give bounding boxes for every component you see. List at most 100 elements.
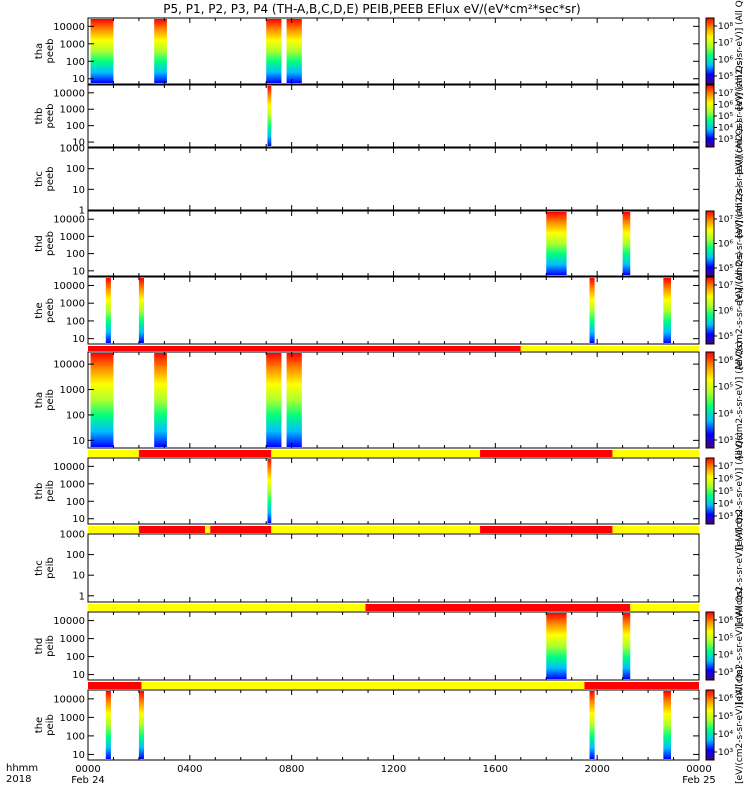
colorbar-tick-label: 10⁵: [718, 112, 733, 122]
panel-ylabel: peeb: [45, 104, 56, 129]
y-tick-label: 100: [66, 410, 85, 421]
mode-bar-segment: [138, 526, 206, 533]
mode-bar-segment: [612, 526, 699, 533]
data-interval: [589, 278, 595, 343]
panel-tha-peeb: 10 100 1000 10000 tha peeb 10⁵ 10⁶ 10⁷ 10⁸ [eV/(cm…: [34, 0, 745, 110]
mode-bar-segment: [141, 682, 585, 689]
y-tick-label: 100: [66, 316, 85, 327]
y-tick-label: 10: [72, 334, 85, 345]
panel-thc-peeb: 1 10 100 1000 thc peeb [eV/(cm2-s-sr-eV)] (All…: [34, 120, 745, 238]
mode-bar-segment: [88, 682, 142, 689]
colorbar-tick-label: 10⁷: [718, 215, 733, 225]
colorbar-tick-label: 10⁵: [718, 332, 733, 342]
panel-ylabel: peib: [45, 557, 56, 579]
data-interval: [105, 691, 111, 759]
mode-bar-segment: [88, 450, 139, 457]
y-tick-label: 1000: [60, 385, 85, 396]
mode-bar-segment: [210, 526, 272, 533]
x-tick-sublabel: Feb 24: [71, 775, 105, 786]
colorbar-tick-label: 10⁷: [718, 462, 733, 472]
panel-frame: [87, 210, 700, 277]
mode-bar-segment: [480, 526, 613, 533]
y-tick-label: 10: [72, 185, 85, 196]
colorbar-unit-label: [eV/(cm2-s-sr-eV)] (All Qs): [735, 57, 745, 175]
colorbar: [705, 457, 715, 525]
panel-frame: [87, 457, 700, 525]
panel-ylabel: peeb: [45, 167, 56, 192]
colorbar-tick-label: 10⁶: [718, 475, 733, 485]
panel-ylabel: peeb: [45, 231, 56, 256]
y-tick-label: 1000: [60, 232, 85, 243]
colorbar-tick-label: 10⁷: [718, 89, 733, 99]
colorbar-tick-label: 10³: [718, 436, 733, 446]
mode-bar-3: [88, 526, 699, 533]
y-tick-label: 1000: [60, 634, 85, 645]
colorbar-unit-label: [eV/(cm2-s-sr-eV)] (All Qs): [735, 432, 745, 550]
panel-ylabel: the: [34, 302, 45, 318]
colorbar-tick-label: 10⁴: [718, 730, 733, 740]
mode-bar-segment: [480, 450, 613, 457]
panel-ylabel: thc: [34, 560, 45, 576]
colorbar-unit-label: [eV/(cm2-s-sr-eV)] (All Qs): [735, 0, 745, 110]
colorbar-tick-label: 10⁵: [718, 633, 733, 643]
colorbar-tick-label: 10⁴: [718, 409, 733, 419]
y-tick-label: 1: [79, 591, 85, 602]
y-tick-label: 100: [66, 249, 85, 260]
y-tick-label: 10000: [53, 22, 85, 33]
colorbar-tick-label: 10⁶: [718, 616, 733, 626]
x-tick-label: 0400: [177, 764, 202, 775]
x-axis-label-top: hhmm: [6, 763, 38, 774]
x-tick-label: 1600: [483, 764, 508, 775]
y-tick-label: 10: [72, 514, 85, 525]
panel-frame: [87, 276, 700, 345]
panel-frame: [87, 147, 700, 211]
colorbar: [705, 84, 715, 148]
x-tick-label: 0800: [279, 764, 304, 775]
data-interval: [266, 19, 282, 83]
panel-ylabel: peib: [45, 480, 56, 502]
colorbar-unit-label: [eV/(cm2-s-sr-eV)] (All Qs): [735, 185, 745, 303]
colorbar-unit-label: [eV/(cm2-s-sr-eV)] (All Qs): [735, 252, 745, 370]
colorbar-tick-label: 10³: [718, 512, 733, 522]
mode-bar-4: [88, 604, 699, 611]
data-interval: [663, 691, 671, 759]
y-tick-label: 10000: [53, 281, 85, 292]
y-tick-label: 10: [72, 670, 85, 681]
colorbar-tick-label: 10⁸: [718, 22, 733, 32]
y-tick-label: 1000: [60, 299, 85, 310]
y-tick-label: 100: [66, 550, 85, 561]
chart-title: P5, P1, P2, P3, P4 (TH-A,B,C,D,E) PEIB,P…: [163, 2, 580, 16]
y-tick-label: 10: [72, 436, 85, 447]
colorbar-tick-label: 10³: [718, 748, 733, 758]
mode-bar-segment: [88, 346, 521, 351]
colorbar: [705, 210, 715, 277]
y-tick-label: 1000: [60, 39, 85, 50]
colorbar-unit-label: [eV/(cm2-s-sr-eV)] (All Qs): [735, 587, 745, 705]
data-interval: [546, 613, 567, 679]
colorbar-tick-label: 10⁶: [718, 307, 733, 317]
panel-ylabel: thb: [34, 108, 45, 125]
colorbar: [705, 17, 715, 85]
y-tick-label: 10: [72, 571, 85, 582]
colorbar-tick-label: 10⁷: [718, 39, 733, 49]
colorbar-tick-label: 10⁵: [718, 487, 733, 497]
colorbar-tick-label: 10⁴: [718, 124, 733, 134]
y-tick-label: 1000: [60, 479, 85, 490]
colorbar-unit-label: [eV/(cm2-s-sr-eV)] (All Qs): [735, 341, 745, 459]
mode-bar-segment: [271, 450, 481, 457]
panel-ylabel: thc: [34, 171, 45, 187]
panel-the-peib: 10 100 1000 10000 the peib 10³ 10⁴ 10⁵ 10⁶ [eV/(cm…: [34, 666, 745, 784]
data-interval: [622, 212, 631, 275]
y-tick-label: 100: [66, 652, 85, 663]
colorbar-tick-label: 10⁶: [718, 240, 733, 250]
y-tick-label: 1000: [60, 105, 85, 116]
mode-bars-group: [88, 346, 699, 689]
colorbar-tick-label: 10³: [718, 668, 733, 678]
colorbar: [705, 611, 715, 681]
y-tick-label: 1000: [60, 530, 85, 541]
data-interval: [90, 353, 114, 447]
data-interval: [546, 212, 567, 275]
colorbar-unit-label: [eV/(cm2-s-sr-eV)] (All Qs): [735, 666, 745, 784]
